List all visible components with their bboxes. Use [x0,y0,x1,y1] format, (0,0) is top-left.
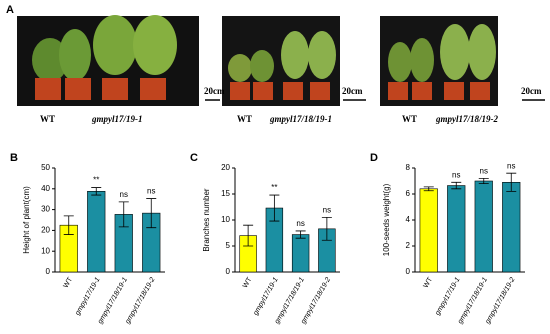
y-axis-title: 100-seeds weight(g) [382,183,391,256]
photo-label: gmpyl17/18/19-2 [435,114,498,124]
y-tick-label: 50 [41,163,50,172]
error-bar [63,215,74,235]
x-tick-label: gmpyl17/18/19-2 [484,276,516,325]
panel-label: C [190,152,198,164]
bar [474,180,493,273]
x-tick-label: WT [242,276,254,290]
bar [447,185,466,273]
panel-label: D [370,152,378,164]
y-tick-label: 20 [221,163,230,172]
y-axis-title: Height of plant(cm) [22,186,31,254]
significance-label: ns [120,190,128,199]
error-bar [506,172,517,192]
error-bar [451,181,462,190]
x-tick-label: gmpyl17/19-1 [74,276,101,316]
panel-label: B [10,152,18,164]
error-bar [91,187,102,196]
panel-label: A [6,4,14,16]
bar [291,234,310,273]
error-bar [269,194,280,222]
bar [502,182,521,273]
error-bar [243,224,254,247]
y-tick-label: 40 [41,184,50,193]
x-tick-label: WT [63,276,75,290]
photo-label: WT [402,114,417,124]
significance-label: ns [507,161,515,170]
photo [17,15,199,106]
x-tick-label: gmpyl17/18/19-2 [300,276,332,325]
bar [87,190,106,273]
significance-label: ns [323,206,331,215]
scale-label: 20cm [342,86,363,96]
x-tick-label: gmpyl17/18/19-2 [124,276,156,325]
significance-label: ns [147,187,155,196]
y-tick-label: 20 [41,226,50,235]
significance-label: ns [452,170,460,179]
x-tick-label: gmpyl17/18/19-1 [457,276,489,325]
photo [380,16,498,106]
x-tick-label: WT [423,276,435,290]
y-tick-label: 0 [46,267,51,276]
photo-label: gmpyl17/18/19-1 [269,114,332,124]
y-tick-label: 8 [406,163,411,172]
photo-label: WT [237,114,252,124]
error-bar [295,230,306,239]
y-tick-label: 5 [226,241,231,250]
y-tick-label: 2 [406,241,411,250]
y-axis-title: Branches number [202,188,211,251]
bar [419,188,438,273]
scale-label: 20cm [204,86,225,96]
y-tick-label: 4 [406,215,411,224]
x-tick-label: gmpyl17/19-1 [434,276,461,316]
y-tick-label: 0 [226,267,231,276]
error-bar [146,198,157,229]
error-bar [321,217,332,241]
scale-label: 20cm [521,86,542,96]
photo [222,16,340,106]
error-bar [118,201,129,228]
y-tick-label: 10 [41,246,50,255]
y-tick-label: 30 [41,205,50,214]
x-tick-label: gmpyl17/18/19-1 [97,276,129,325]
significance-label: ** [93,176,99,185]
photo-label: gmpyl17/19-1 [91,114,143,124]
y-tick-label: 10 [221,215,230,224]
significance-label: ns [296,219,304,228]
y-tick-label: 0 [406,267,411,276]
y-tick-label: 6 [406,189,411,198]
error-bar [478,178,489,184]
significance-label: ns [480,167,488,176]
significance-label: ** [271,183,277,192]
y-tick-label: 15 [221,189,230,198]
x-tick-label: gmpyl17/19-1 [252,276,279,316]
photo-label: WT [40,114,55,124]
error-bar [423,186,434,192]
